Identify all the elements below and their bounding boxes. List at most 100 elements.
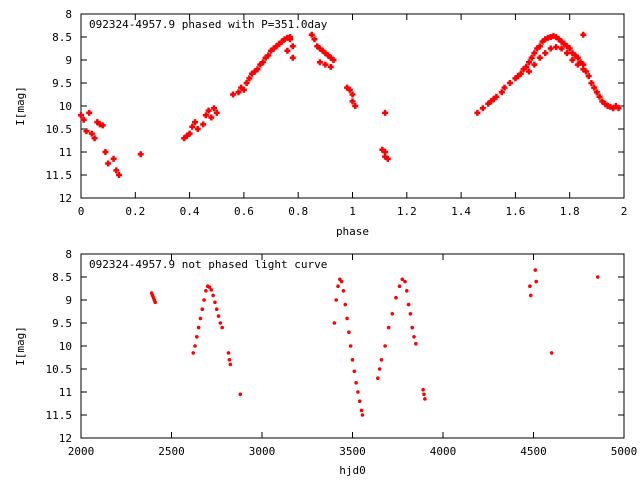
- data-point: [213, 300, 217, 305]
- data-point: [347, 330, 351, 335]
- data-point: [580, 31, 587, 38]
- data-point: [523, 63, 530, 70]
- data-point: [195, 335, 199, 339]
- x-tick-label: 4500: [520, 445, 547, 458]
- x-tick-label: 1.4: [451, 205, 471, 218]
- data-point: [405, 289, 409, 293]
- data-point: [356, 390, 360, 394]
- data-point: [194, 126, 201, 132]
- data-point: [542, 50, 549, 57]
- data-point: [525, 59, 532, 66]
- data-points: [78, 31, 622, 178]
- y-tick-label: 8.5: [52, 271, 72, 284]
- data-point: [213, 109, 220, 116]
- x-axis-label: phase: [336, 225, 369, 238]
- data-point: [349, 91, 356, 98]
- data-point: [414, 341, 418, 346]
- y-tick-label: 10: [59, 100, 72, 113]
- data-point: [493, 93, 500, 100]
- data-point: [287, 34, 294, 40]
- data-point: [553, 44, 560, 51]
- data-point: [339, 279, 344, 284]
- data-point: [316, 59, 323, 66]
- data-point: [198, 316, 203, 321]
- plot-title: 092324-4957.9 phased with P=351.0day: [89, 18, 328, 31]
- data-point: [208, 114, 215, 121]
- x-tick-label: 0.6: [234, 205, 254, 218]
- data-point: [376, 376, 380, 381]
- data-point: [265, 52, 272, 59]
- x-tick-label: 4000: [430, 445, 457, 458]
- y-axis-label: I[mag]: [14, 326, 27, 366]
- data-point: [207, 285, 212, 289]
- data-point: [327, 63, 334, 70]
- data-point: [202, 112, 209, 119]
- data-point: [357, 399, 362, 404]
- data-point: [593, 89, 600, 96]
- data-point: [336, 284, 340, 289]
- data-point: [226, 351, 231, 355]
- data-point: [113, 167, 120, 174]
- y-tick-labels: 8 8.5 9 9.5 10 10.5 11 11.5 12: [46, 248, 73, 445]
- data-point: [346, 86, 353, 93]
- x-tick-label: 3500: [339, 445, 366, 458]
- data-point: [205, 107, 212, 114]
- y-tick-label: 11.5: [46, 409, 73, 422]
- data-point: [400, 277, 405, 282]
- data-point: [88, 130, 95, 137]
- y-tick-label: 11: [59, 386, 72, 399]
- x-tick-label: 1.2: [397, 205, 417, 218]
- data-point: [377, 367, 382, 371]
- data-point: [354, 381, 358, 385]
- data-point: [350, 358, 355, 362]
- data-point: [230, 91, 237, 98]
- x-tick-label: 0.8: [288, 205, 308, 218]
- data-point: [204, 289, 208, 293]
- data-point: [379, 358, 384, 362]
- x-tick-label: 5000: [611, 445, 638, 458]
- y-tick-label: 8: [65, 248, 72, 261]
- data-point: [238, 392, 243, 397]
- data-point: [86, 109, 93, 116]
- data-point: [334, 298, 339, 302]
- data-point: [360, 413, 365, 417]
- data-point: [200, 121, 207, 128]
- data-point: [189, 123, 196, 130]
- data-point: [259, 59, 266, 66]
- data-point: [191, 351, 196, 355]
- data-point: [574, 54, 581, 61]
- x-tick-label: 1: [349, 205, 356, 218]
- data-point: [588, 80, 595, 86]
- data-point: [341, 289, 346, 293]
- data-point: [332, 321, 337, 325]
- data-point: [214, 307, 219, 312]
- data-point: [531, 50, 538, 57]
- data-point: [202, 298, 206, 302]
- data-point: [384, 155, 391, 162]
- data-point: [558, 45, 565, 52]
- data-point: [383, 344, 387, 348]
- y-tick-label: 11: [59, 146, 72, 159]
- data-point: [596, 93, 603, 100]
- y-tick-label: 10.5: [46, 363, 73, 376]
- data-point: [345, 316, 349, 321]
- data-point: [110, 155, 117, 162]
- data-point: [216, 314, 221, 318]
- data-point: [218, 321, 223, 325]
- data-point: [192, 119, 199, 126]
- data-point: [349, 98, 356, 105]
- y-tick-label: 8.5: [52, 31, 72, 44]
- data-point: [528, 293, 533, 298]
- data-point: [615, 105, 622, 112]
- x-tick-label: 3000: [249, 445, 276, 458]
- plot-title: 092324-4957.9 not phased light curve: [89, 258, 327, 271]
- data-point: [330, 57, 337, 63]
- data-point: [102, 149, 109, 155]
- data-point: [479, 105, 486, 112]
- data-point: [352, 369, 357, 374]
- data-point: [246, 75, 253, 82]
- data-point: [591, 84, 598, 91]
- data-point: [582, 68, 589, 75]
- data-point: [501, 84, 508, 91]
- data-point: [423, 397, 427, 401]
